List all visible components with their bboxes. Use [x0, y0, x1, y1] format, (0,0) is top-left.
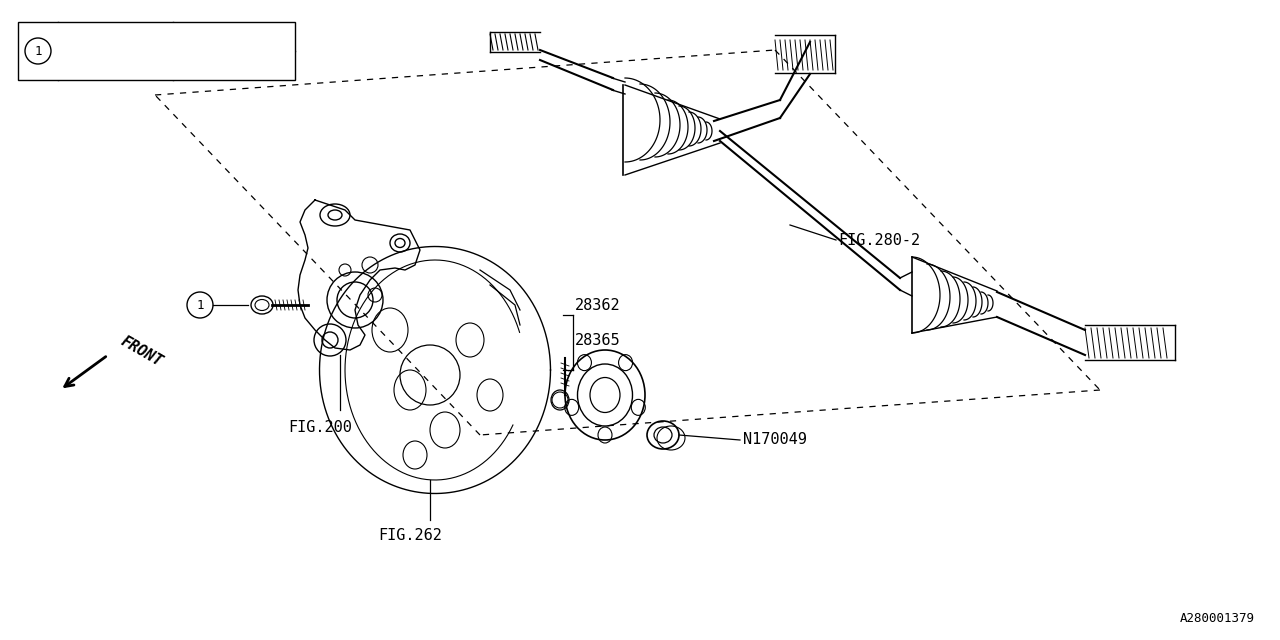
Text: N170049: N170049	[742, 433, 806, 447]
Text: 1: 1	[196, 298, 204, 312]
Text: 1: 1	[35, 45, 42, 58]
Text: M000449: M000449	[63, 30, 115, 43]
Text: FIG.262: FIG.262	[378, 527, 442, 543]
Text: FIG.200: FIG.200	[288, 420, 352, 435]
Text: FIG.280-2: FIG.280-2	[838, 232, 920, 248]
Text: 28376: 28376	[63, 59, 101, 72]
Text: 28365: 28365	[575, 333, 621, 348]
Bar	[18, 22, 294, 80]
Text: 28362: 28362	[575, 298, 621, 312]
Text: (1804-): (1804-)	[177, 59, 229, 72]
Text: FRONT: FRONT	[118, 334, 165, 370]
Text: A280001379: A280001379	[1180, 612, 1254, 625]
Text: (-1804): (-1804)	[177, 30, 229, 43]
